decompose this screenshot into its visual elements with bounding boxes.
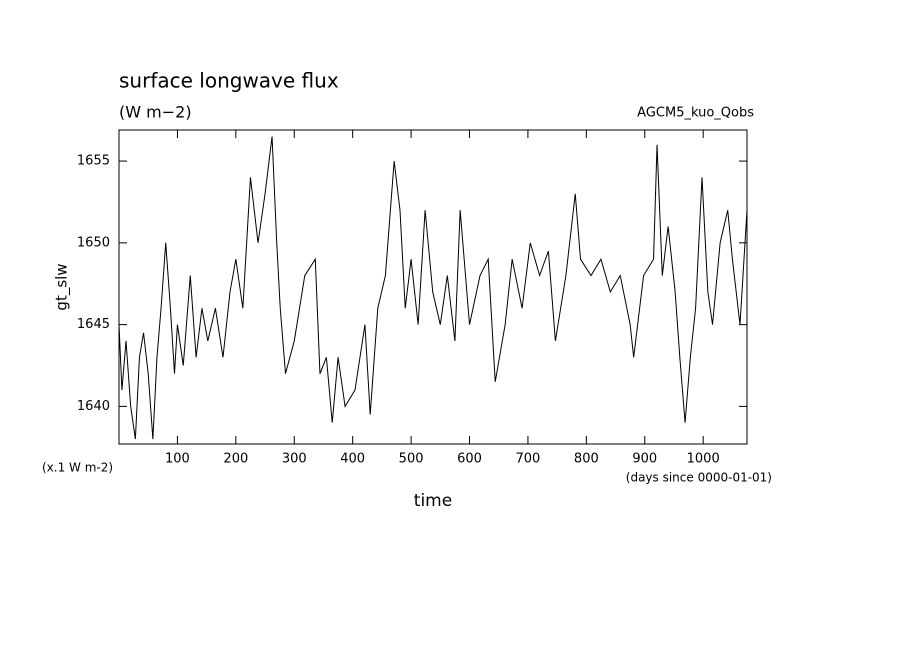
x-tick-label: 500 xyxy=(399,452,424,467)
x-tick-label: 400 xyxy=(340,452,365,467)
x-axis-label: time xyxy=(414,491,452,511)
x-tick-label: 900 xyxy=(632,452,657,467)
x-tick-label: 1000 xyxy=(687,452,720,467)
annotation: AGCM5_kuo_Qobs xyxy=(637,106,754,121)
y-tick-label: 1640 xyxy=(77,399,110,414)
y-tick-label: 1655 xyxy=(77,154,110,169)
x-tick-label: 800 xyxy=(574,452,599,467)
chart-subtitle: (W m−2) xyxy=(119,103,192,122)
y-tick-label: 1650 xyxy=(77,235,110,250)
data-line xyxy=(119,136,747,440)
plot-frame xyxy=(118,129,748,445)
y-axis-unit: (x.1 W m-2) xyxy=(42,461,113,475)
chart-title: surface longwave flux xyxy=(119,69,339,93)
y-axis-label: gt_slw xyxy=(53,263,72,310)
x-axis-unit: (days since 0000-01-01) xyxy=(626,471,772,485)
y-tick-label: 1645 xyxy=(77,317,110,332)
x-tick-label: 200 xyxy=(223,452,248,467)
x-tick-label: 700 xyxy=(516,452,541,467)
x-tick-label: 300 xyxy=(282,452,307,467)
x-tick-label: 600 xyxy=(457,452,482,467)
x-tick-label: 100 xyxy=(165,452,190,467)
